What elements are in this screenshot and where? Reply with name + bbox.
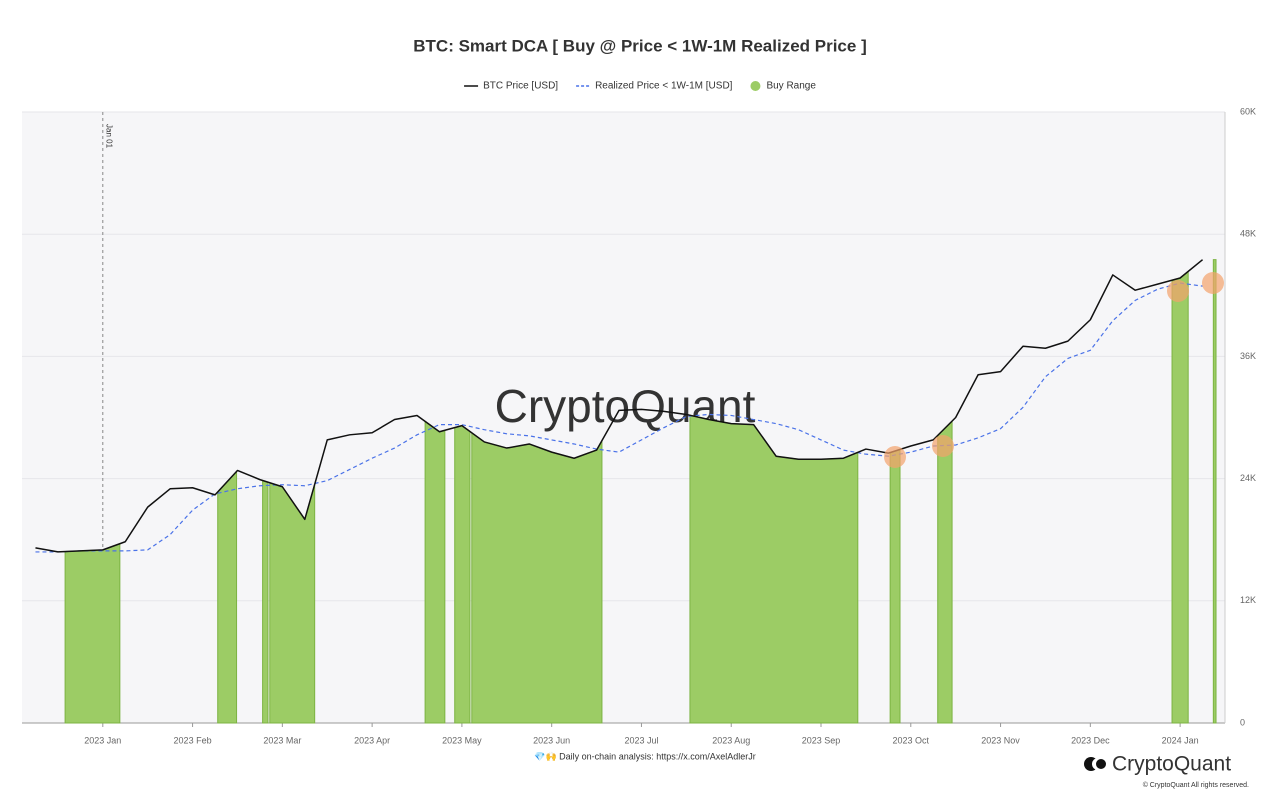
buy-range [262,479,269,724]
x-tick-label: 2023 Jun [533,735,570,745]
x-tick-label: 2023 May [442,735,482,745]
legend-item: Realized Price < 1W-1M [USD] [576,81,733,92]
buy-range [64,542,121,724]
buy-range [1212,259,1217,724]
buy-range [454,425,471,724]
annotation-label: Jan 01 [105,124,114,149]
copyright: © CryptoQuant All rights reserved. [1143,781,1249,789]
x-tick-label: 2023 Jul [624,735,658,745]
brand-name: CryptoQuant [1112,753,1231,776]
legend-item: Buy Range [750,81,816,92]
x-tick-label: 2023 Feb [174,735,212,745]
highlight [932,435,954,457]
legend-item: BTC Price [USD] [464,81,558,92]
x-tick-label: 2023 Oct [893,735,930,745]
x-tick-label: 2023 Apr [354,735,390,745]
logo-mark [1096,759,1106,769]
buy-range [269,482,316,724]
y-tick-label: 0 [1240,717,1245,727]
highlight [1202,272,1224,294]
y-tick-label: 60K [1240,106,1256,116]
highlights [884,272,1224,468]
x-tick-label: 2023 Jan [84,735,121,745]
brand-logo [1084,757,1106,771]
legend-swatch [750,81,761,91]
x-tick-label: 2024 Jan [1162,735,1199,745]
legend-label: Buy Range [766,81,816,92]
plot: Jan 01 [22,111,1226,727]
x-tick-label: 2023 Nov [981,735,1020,745]
buy-range [1171,270,1189,724]
legend-label: BTC Price [USD] [483,81,558,92]
legend: BTC Price [USD] Realized Price < 1W-1M [U… [464,81,816,92]
buy-range [689,414,859,724]
highlight [1167,280,1189,302]
x-tick-label: 2023 Mar [263,735,301,745]
legend-label: Realized Price < 1W-1M [USD] [595,81,733,92]
series-line [35,259,1204,553]
buy-range [424,420,446,724]
x-tick-label: 2023 Sep [802,735,841,745]
buy-range [889,448,901,724]
series-line [35,282,1203,553]
buy-range [937,419,953,724]
x-tick-label: 2023 Dec [1071,735,1110,745]
y-tick-label: 48K [1240,229,1256,239]
y-tick-label: 36K [1240,351,1256,361]
x-tick-label: 2023 Aug [712,735,750,745]
y-tick-label: 24K [1240,473,1256,483]
buy-range [471,431,603,724]
footer-note: 💎🙌 Daily on-chain analysis: https://x.co… [534,751,756,761]
buy-range [217,470,238,724]
highlight [884,446,906,468]
chart-title: BTC: Smart DCA [ Buy @ Price < 1W-1M Rea… [413,36,866,55]
y-tick-label: 12K [1240,595,1256,605]
